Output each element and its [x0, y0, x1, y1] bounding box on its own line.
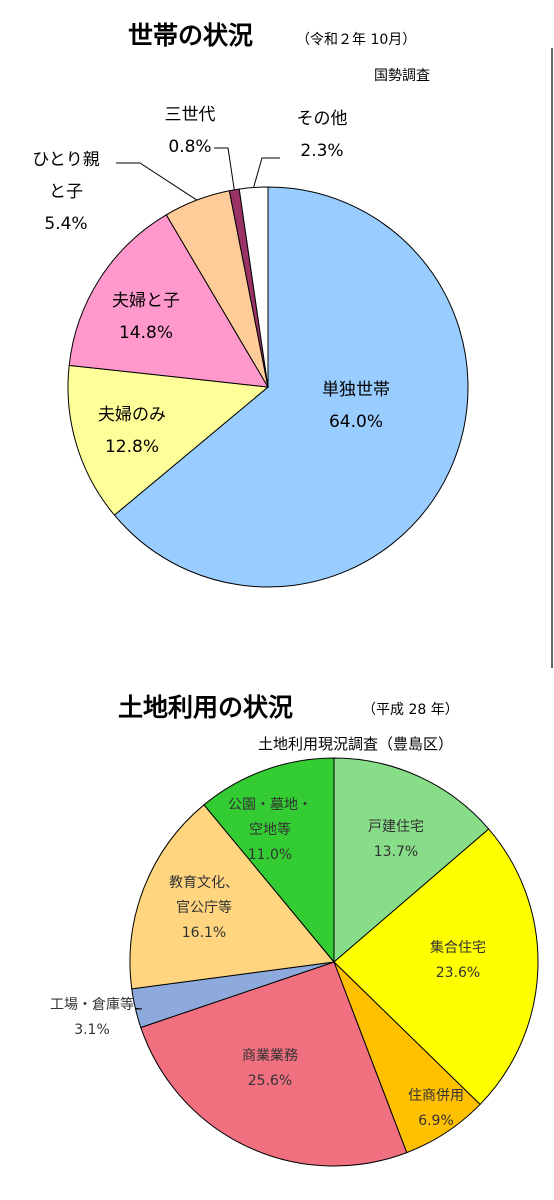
household-slice-label-1: 夫婦のみ 12.8%: [98, 405, 166, 457]
landuse-slice-label-5: 教育文化、官公庁等 16.1%: [169, 875, 239, 941]
household-pie-slice-5: [238, 186, 269, 388]
landuse-pie-slice-6: [203, 757, 335, 964]
household-slice-label-2: 夫婦と子 14.8%: [112, 291, 180, 343]
land-use-pie-chart: 土地利用の状況 （平成 28 年） 土地利用現況調査（豊島区） 戸建住宅 13.7…: [50, 693, 539, 1167]
household-pie-slice-0: [113, 186, 469, 588]
household-leader-line-5: [253, 157, 280, 188]
right-border-line: [551, 48, 553, 668]
landuse-slice-label-3: 商業業務 25.6%: [242, 1048, 298, 1089]
landuse-slice-label-2: 住商併用 6.9%: [408, 1088, 464, 1129]
chart1-title: 世帯の状況: [128, 21, 253, 50]
household-slice-label-3: ひとり親と子 5.4%: [32, 150, 100, 234]
landuse-leader-line-4: [135, 1007, 143, 1010]
household-pie-slice-2: [68, 214, 269, 388]
landuse-pie-slice-1: [333, 828, 539, 1106]
landuse-pie-slice-3: [140, 961, 408, 1167]
household-slice-label-4: 三世代 0.8%: [165, 105, 216, 157]
household-leader-line-3: [116, 162, 198, 201]
landuse-pie-slice-5: [129, 804, 335, 990]
landuse-slice-label-6: 公園・墓地・空地等 11.0%: [228, 797, 312, 863]
landuse-pie-slice-0: [333, 757, 490, 964]
household-slice-label-5: その他 2.3%: [297, 109, 348, 161]
household-pie-slice-1: [67, 364, 270, 516]
landuse-slice-label-0: 戸建住宅 13.7%: [368, 819, 424, 860]
chart2-source: 土地利用現況調査（豊島区）: [258, 735, 453, 753]
chart1-subtitle: （令和２年 10月）: [296, 32, 416, 48]
chart1-source: 国勢調査: [374, 68, 430, 84]
household-slice-label-0: 単独世帯 64.0%: [322, 380, 390, 432]
landuse-slice-label-4: 工場・倉庫等 3.1%: [50, 996, 134, 1038]
landuse-slice-label-1: 集合住宅 23.6%: [430, 939, 486, 981]
chart2-title: 土地利用の状況: [118, 693, 293, 722]
household-pie-chart: 世帯の状況 （令和２年 10月） 国勢調査 単独世帯 64.0% 夫婦のみ 12.8%…: [32, 21, 469, 588]
household-leader-line-4: [214, 147, 235, 190]
chart2-subtitle: （平成 28 年）: [362, 702, 459, 718]
